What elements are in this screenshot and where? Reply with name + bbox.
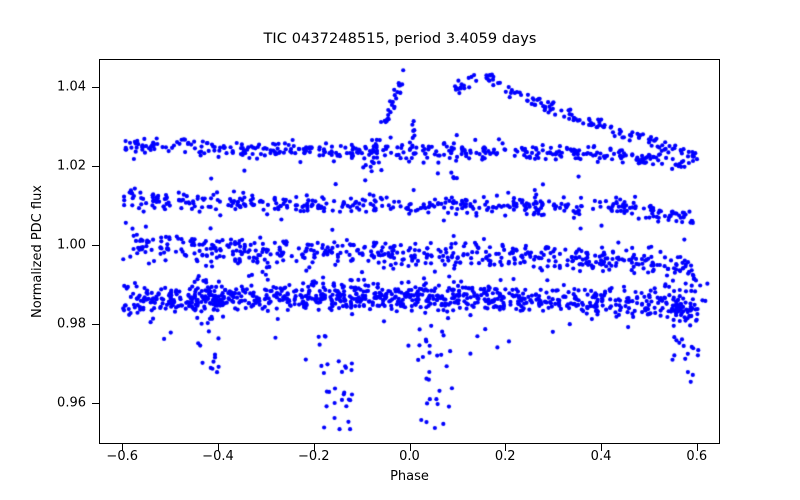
y-tick-label: 1.04	[57, 79, 86, 95]
x-axis-label: Phase	[390, 469, 429, 484]
y-tick-mark	[92, 245, 99, 247]
x-tick-label: 0.4	[590, 449, 612, 464]
x-tick-mark	[313, 444, 315, 451]
x-tick-label: 0.2	[494, 449, 516, 464]
y-tick-mark	[92, 166, 99, 168]
x-tick-label: −0.2	[297, 449, 330, 464]
page-title: TIC 0437248515, period 3.4059 days	[263, 31, 537, 47]
x-tick-mark	[217, 444, 219, 451]
x-tick-mark	[696, 444, 698, 451]
y-tick-label: 0.96	[57, 395, 86, 411]
y-tick-mark	[92, 324, 99, 326]
x-tick-mark	[409, 444, 411, 451]
x-tick-mark	[122, 444, 124, 451]
y-axis-label: Normalized PDC flux	[30, 184, 45, 319]
plot-axes-area	[99, 59, 720, 444]
x-tick-label: 0.6	[686, 449, 708, 464]
y-tick-mark	[92, 402, 99, 404]
x-tick-label: 0.0	[399, 449, 420, 464]
x-tick-mark	[601, 444, 603, 451]
scatter-plot-canvas	[100, 60, 719, 443]
y-tick-label: 1.02	[57, 158, 86, 174]
y-tick-label: 0.98	[57, 316, 86, 332]
x-tick-label: −0.6	[106, 449, 139, 464]
x-tick-mark	[505, 444, 507, 451]
x-tick-label: −0.4	[202, 449, 234, 464]
y-tick-mark	[92, 87, 99, 89]
y-tick-label: 1.00	[57, 237, 86, 253]
